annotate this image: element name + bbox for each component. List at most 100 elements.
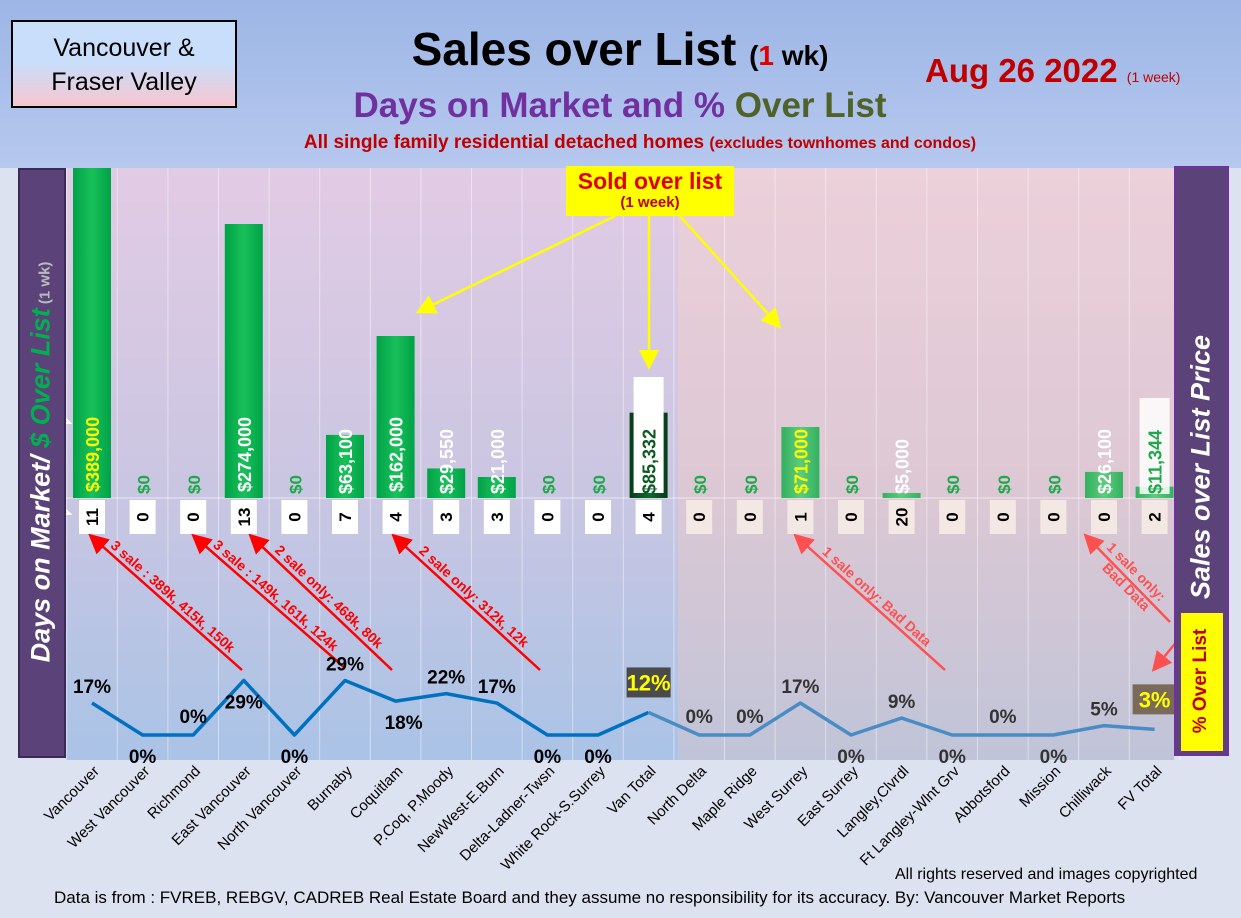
bar-burnaby xyxy=(326,434,364,498)
days-value-west-surrey: 1 xyxy=(791,512,810,521)
left-side-panel xyxy=(18,168,66,758)
note-main: All single family residential detached h… xyxy=(303,132,710,153)
yellow-arrow-1 xyxy=(415,214,616,314)
pct-value-west-surrey: 17% xyxy=(781,677,819,698)
x-label-chilliwack: Chilliwack xyxy=(1056,762,1116,822)
pct-value-newwest-e-burn: 17% xyxy=(478,677,516,698)
dollar-label-richmond: $0 xyxy=(185,475,204,494)
bar-newwest-e-burn xyxy=(477,477,516,498)
red-arrow-vancouver xyxy=(88,533,243,671)
plot-area-left xyxy=(66,168,678,760)
pct-value-vancouver: 17% xyxy=(73,677,111,698)
dollar-label-abbotsford: $0 xyxy=(995,475,1014,494)
left-label-a: Days on Market/ xyxy=(25,447,56,663)
pct-value-mission: 0% xyxy=(1040,747,1068,768)
pct-value-langley-clvrdl: 9% xyxy=(888,692,916,713)
red-arrow-newwest xyxy=(391,533,541,671)
fv-total-label-box xyxy=(1139,398,1170,494)
days-value-langley-clvrdl: 20 xyxy=(893,508,912,527)
bar-vancouver xyxy=(73,168,111,498)
days-value-delta-ladner-twsn: 0 xyxy=(538,512,557,521)
dollar-label-white-rock-s-surrey: $0 xyxy=(590,475,609,494)
days-value-vancouver: 11 xyxy=(83,508,102,526)
days-value-west-vancouver: 0 xyxy=(134,512,153,521)
pct-value-east-surrey: 0% xyxy=(837,747,865,768)
pct-value-burnaby: 29% xyxy=(326,654,364,675)
scope-note: All single family residential detached h… xyxy=(180,132,1100,154)
days-value-maple-ridge: 0 xyxy=(741,512,760,521)
days-box-chilliwack xyxy=(1091,500,1117,534)
title-paren-close: wk) xyxy=(773,40,829,71)
days-box-east-surrey xyxy=(838,500,864,534)
annotation-arrows xyxy=(88,214,1179,672)
pct-value-van-total: 12% xyxy=(627,670,671,695)
days-box-fv-total xyxy=(1141,500,1168,534)
days-box-richmond xyxy=(180,500,207,534)
days-box-east-vancouver xyxy=(230,500,257,534)
bar-coquitlam xyxy=(376,336,415,498)
days-value-chilliwack: 0 xyxy=(1095,512,1114,521)
days-value-east-vancouver: 13 xyxy=(235,508,254,527)
bar-langley-clvrdl xyxy=(882,493,921,498)
pct-value-p-coq-p-moody: 22% xyxy=(427,668,465,689)
red-arrow-coquitlam xyxy=(248,533,393,671)
pct-line-fraser-valley xyxy=(647,701,1155,737)
pct-value-north-vancouver: 0% xyxy=(281,747,309,768)
dollar-label-langley-clvrdl: $5,000 xyxy=(893,439,913,494)
title-paren-open: ( xyxy=(749,40,759,71)
left-axis-label: Days on Market/ $ Over List (1 wk) xyxy=(26,262,57,663)
days-box-maple-ridge xyxy=(736,500,763,534)
plot-area-right xyxy=(678,168,1174,760)
pct-value-ft-langley-wlnt-grv: 0% xyxy=(938,747,966,768)
days-box-vancouver xyxy=(79,500,105,534)
days-value-p-coq-p-moody: 3 xyxy=(437,512,456,521)
gridlines xyxy=(66,168,1181,760)
dollar-label-coquitlam: $162,000 xyxy=(387,417,407,492)
bar-west-surrey xyxy=(781,427,820,498)
footer-rights: All rights reserved and images copyright… xyxy=(895,866,1198,883)
dollar-label-vancouver: $389,000 xyxy=(83,417,103,492)
dollar-label-maple-ridge: $0 xyxy=(742,475,761,494)
page-title: Sales over List (1 wk) xyxy=(340,22,900,76)
days-box-west-surrey xyxy=(787,500,814,534)
dollar-label-burnaby: $63,100 xyxy=(336,429,356,494)
pct-over-list-line: 17% 0% 0% 29% 0% 29% 18% 22% 17% 0% 0% 12% 0% 0% 17% 0%… xyxy=(73,654,1177,768)
yellow-arrow-3 xyxy=(679,215,782,329)
days-box-van-total xyxy=(635,500,662,534)
bar-chilliwack xyxy=(1085,471,1123,498)
title-week-number: 1 xyxy=(758,40,774,71)
footer-source: Data is from : FVREB, REBGV, CADREB Real… xyxy=(54,888,1126,907)
days-box-newwest-e-burn xyxy=(483,500,510,534)
days-box-white-rock-s-surrey xyxy=(585,500,611,534)
bars-layer: $389,000 $0 $0 $274,000 $0 $63,100 $162,000 $29… xyxy=(73,168,1174,498)
date-note: (1 week) xyxy=(1126,69,1181,85)
pct-value-fv-total: 3% xyxy=(1139,687,1171,712)
pct-value-abbotsford: 0% xyxy=(989,707,1017,728)
days-box-p-coq-p-moody xyxy=(433,500,460,534)
subtitle: Days on Market and % Over List xyxy=(300,86,940,126)
dollar-label-ft-langley-wlnt-grv: $0 xyxy=(944,475,963,494)
pct-box-fv-total xyxy=(1132,684,1177,715)
pct-value-richmond: 0% xyxy=(179,707,207,728)
left-label-b: $ Over List xyxy=(25,308,56,448)
red-arrow-fv-total xyxy=(1083,533,1171,623)
callout-main: Sold over list xyxy=(577,168,723,194)
pct-value-coquitlam: 18% xyxy=(385,713,423,734)
days-box-north-vancouver xyxy=(281,500,308,534)
days-box-west-vancouver xyxy=(129,500,156,534)
days-box-langley-clvrdl xyxy=(888,500,915,534)
red-arrow-east-van xyxy=(191,533,346,669)
dollar-label-delta-ladner-twsn: $0 xyxy=(539,475,558,494)
date-text: Aug 26 2022 xyxy=(925,52,1118,89)
dollar-label-north-vancouver: $0 xyxy=(286,475,305,494)
sold-over-list-callout: Sold over list (1 week) xyxy=(566,166,734,216)
pct-box-van-total xyxy=(626,667,671,698)
red-arrow-west-surrey xyxy=(793,533,946,671)
dollar-label-west-vancouver: $0 xyxy=(135,475,154,494)
pct-line-vancouver xyxy=(91,678,650,737)
pct-value-delta-ladner-twsn: 0% xyxy=(534,747,562,768)
days-value-white-rock-s-surrey: 0 xyxy=(589,512,608,521)
bar-p-coq-p-moody xyxy=(427,468,466,498)
x-label-ft-langley-wlnt-grv: Ft Langley-Wlnt Grv xyxy=(857,762,964,869)
days-value-coquitlam: 4 xyxy=(387,512,406,522)
